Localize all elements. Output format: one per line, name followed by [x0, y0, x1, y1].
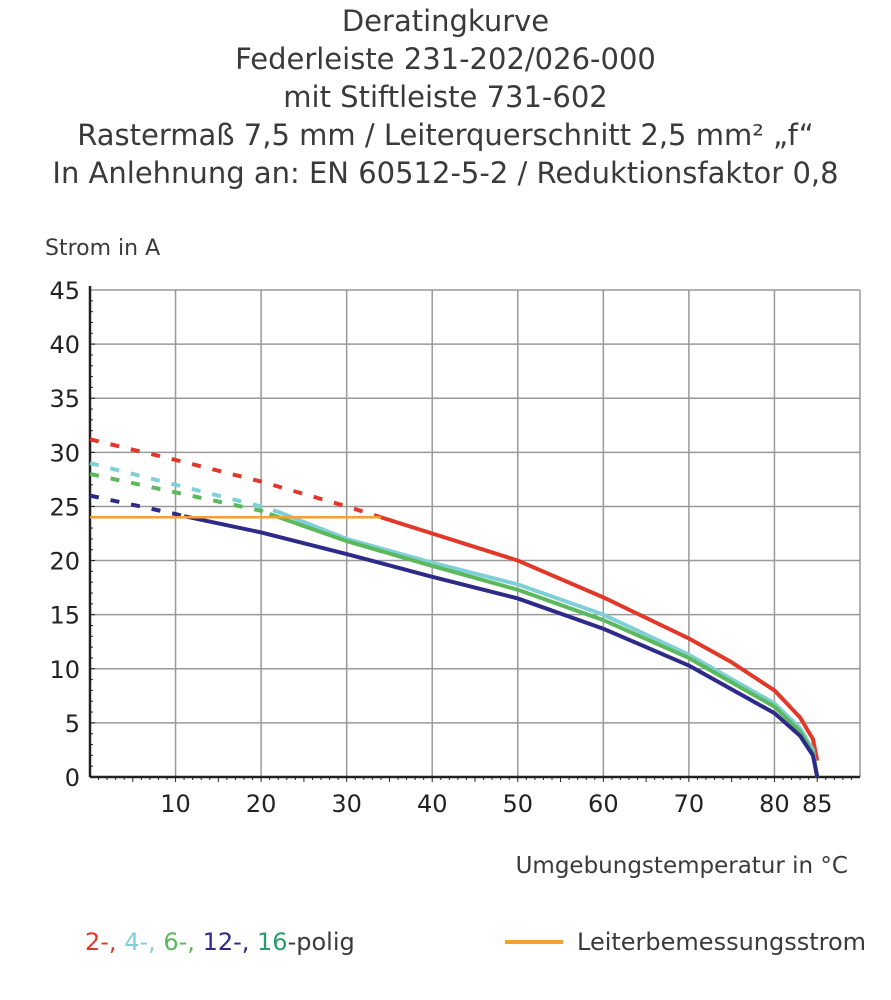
- y-tick-label: 25: [49, 493, 80, 521]
- x-axis-label: Umgebungstemperatur in °C: [516, 853, 848, 879]
- x-tick-label: 10: [160, 790, 191, 818]
- title-line: In Anlehnung an: EN 60512-5-2 / Reduktio…: [52, 156, 839, 190]
- y-tick-label: 45: [49, 277, 80, 305]
- chart-title: Deratingkurve Federleiste 231-202/026-00…: [0, 2, 891, 192]
- y-tick-label: 35: [49, 385, 80, 413]
- series-3-dashed: [89, 493, 185, 519]
- x-tick-label: 50: [503, 790, 534, 818]
- series-1-dashed: [89, 461, 279, 514]
- series-0-dashed: [89, 437, 382, 520]
- legend-pole-label: 6-,: [155, 928, 195, 956]
- x-tick-label: 30: [331, 790, 362, 818]
- y-tick-label: 30: [49, 439, 80, 467]
- series-2-dashed: [89, 472, 271, 516]
- y-tick-label: 40: [49, 331, 80, 359]
- series-0-line: [380, 515, 820, 762]
- y-axis-label: Strom in A: [45, 236, 160, 261]
- x-tick-label: 40: [417, 790, 448, 818]
- legend-current-label: Leiterbemessungsstrom: [577, 928, 867, 956]
- y-tick-label: 0: [65, 764, 80, 792]
- title-line: Rastermaß 7,5 mm / Leiterquerschnitt 2,5…: [77, 118, 814, 152]
- title-line: Federleiste 231-202/026-000: [235, 42, 656, 76]
- y-tick-label: 20: [49, 548, 80, 576]
- x-tick-label: 85: [802, 790, 833, 818]
- series-1-line: [277, 509, 820, 778]
- series-3-line: [183, 514, 820, 778]
- legend-pole-label: 16: [249, 928, 288, 956]
- legend-pole-label: 2-,: [85, 928, 117, 956]
- x-tick-label: 70: [674, 790, 705, 818]
- legend-current: Leiterbemessungsstrom: [505, 928, 866, 956]
- y-tick-label: 10: [49, 656, 80, 684]
- x-tick-label: 80: [759, 790, 790, 818]
- legend-current-swatch: [505, 940, 563, 944]
- x-tick-label: 60: [588, 790, 619, 818]
- legend-pole-label: 12-,: [194, 928, 250, 956]
- title-line: mit Stiftleiste 731-602: [283, 80, 608, 114]
- title-line: Deratingkurve: [341, 4, 550, 38]
- legend-pole-label: -polig: [287, 928, 355, 956]
- y-tick-label: 5: [65, 710, 80, 738]
- x-tick-label: 20: [246, 790, 277, 818]
- legend-pole-label: 4-,: [116, 928, 156, 956]
- legend-poles: 2-, 4-, 6-, 12-, 16-polig: [85, 928, 355, 956]
- y-tick-label: 15: [49, 602, 80, 630]
